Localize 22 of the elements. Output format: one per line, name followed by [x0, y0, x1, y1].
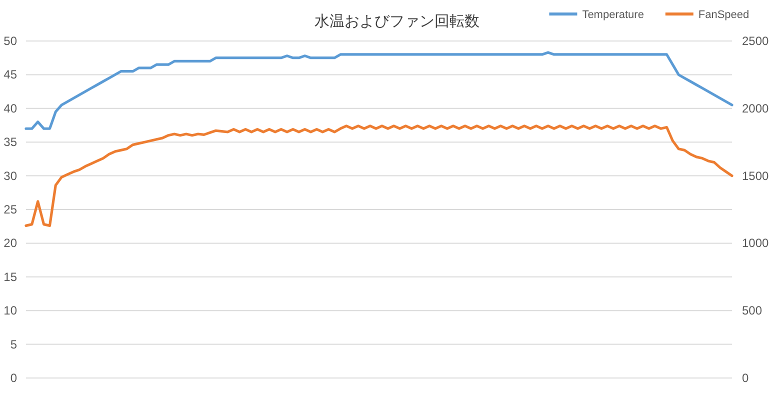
y-tick-label: 30	[4, 168, 18, 183]
y-tick-label: 20	[4, 236, 18, 250]
y2-tick-label: 2000	[742, 101, 770, 116]
y-tick-label: 15	[4, 270, 18, 284]
y2-tick-label: 1000	[742, 236, 770, 250]
y-tick-label: 0	[10, 371, 18, 385]
y-tick-label: 40	[4, 101, 18, 116]
legend-label: FanSpeed	[698, 9, 750, 21]
line-series	[24, 51, 734, 130]
line-series	[24, 124, 734, 227]
y-tick-label: 45	[4, 68, 18, 82]
y-tick-label: 35	[4, 135, 18, 150]
y-tick-label: 25	[4, 202, 18, 216]
y2-tick-label: 0	[742, 371, 749, 385]
y2-tick-label: 1500	[742, 168, 770, 183]
y2-tick-label: 2500	[742, 34, 770, 48]
y2-tick-label: 500	[742, 304, 762, 318]
chart-title: 水温およびファン回転数	[314, 13, 480, 30]
legend-label: Temperature	[582, 9, 644, 21]
y-tick-label: 10	[4, 304, 18, 318]
y-tick-label: 5	[10, 337, 18, 352]
y-tick-label: 50	[4, 34, 18, 48]
